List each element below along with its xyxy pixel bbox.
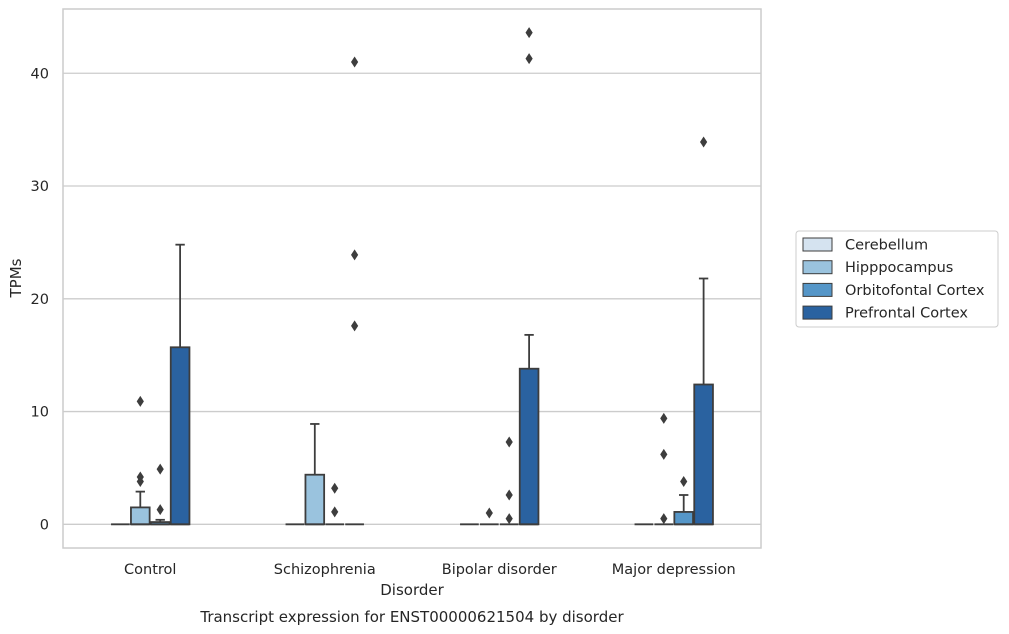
- x-tick-label: Major depression: [612, 562, 736, 578]
- box-1-0: [130, 490, 151, 526]
- x-tick-label: Bipolar disorder: [442, 562, 557, 578]
- legend-swatch: [802, 305, 833, 320]
- box-body: [304, 473, 326, 526]
- x-axis-label: Disorder: [380, 581, 444, 599]
- box-body: [130, 506, 151, 526]
- outlier-point: [680, 475, 688, 487]
- legend-swatch: [802, 282, 833, 297]
- outliers: [136, 27, 708, 525]
- outlier-point: [660, 412, 668, 424]
- y-axis-label: TPMs: [7, 258, 25, 298]
- x-axis-ticks: Control Schizophrenia Bipolar disorder Majo…: [124, 562, 736, 578]
- legend: Cerebellum Hipppocampus Orbitofontal Corte…: [795, 230, 999, 328]
- legend-label: Orbitofontal Cortex: [845, 283, 985, 299]
- outlier-point: [331, 506, 339, 518]
- plot-frame: [62, 8, 762, 549]
- legend-swatch: [802, 237, 833, 252]
- outlier-point: [156, 504, 164, 516]
- outlier-point: [331, 482, 339, 494]
- outlier-point: [136, 471, 144, 483]
- box-3-3: [693, 277, 714, 526]
- legend-frame: [795, 230, 999, 328]
- y-tick-label: 10: [31, 405, 49, 421]
- outlier-point: [660, 513, 668, 525]
- box-body: [693, 383, 714, 526]
- outlier-point: [525, 53, 533, 65]
- y-axis-ticks: 0 10 20 30 40: [31, 66, 49, 533]
- legend-label: Hipppocampus: [845, 260, 953, 276]
- boxes: [111, 243, 714, 526]
- outlier-point: [505, 436, 513, 448]
- box-3-2: [518, 333, 540, 526]
- outlier-point: [351, 320, 359, 332]
- outlier-point: [136, 395, 144, 407]
- outlier-point: [505, 489, 513, 501]
- legend-label: Prefrontal Cortex: [845, 306, 968, 322]
- outlier-point: [485, 507, 493, 519]
- x-tick-label: Schizophrenia: [274, 562, 376, 578]
- legend-items: Cerebellum Hipppocampus Orbitofontal Corte…: [802, 237, 985, 322]
- outlier-point: [505, 513, 513, 525]
- box-body: [673, 511, 694, 526]
- y-tick-label: 20: [31, 292, 49, 308]
- legend-swatch: [802, 260, 833, 275]
- legend-label: Cerebellum: [845, 238, 928, 254]
- y-tick-label: 30: [31, 179, 49, 195]
- outlier-point: [156, 463, 164, 475]
- box-body: [518, 367, 540, 526]
- box-1-1: [304, 423, 326, 526]
- box-2-0: [149, 518, 171, 526]
- y-tick-label: 40: [31, 66, 49, 82]
- outlier-point: [525, 27, 533, 39]
- x-tick-label: Control: [124, 562, 176, 578]
- chart-caption: Transcript expression for ENST0000062150…: [199, 608, 624, 626]
- outlier-point: [660, 448, 668, 460]
- y-tick-label: 0: [40, 517, 49, 533]
- plot-background: [63, 9, 761, 548]
- box-3-0: [169, 243, 191, 526]
- box-2-3: [673, 494, 694, 526]
- outlier-point: [351, 249, 359, 261]
- outlier-point: [700, 136, 708, 148]
- outlier-point: [351, 56, 359, 68]
- box-body: [169, 346, 191, 526]
